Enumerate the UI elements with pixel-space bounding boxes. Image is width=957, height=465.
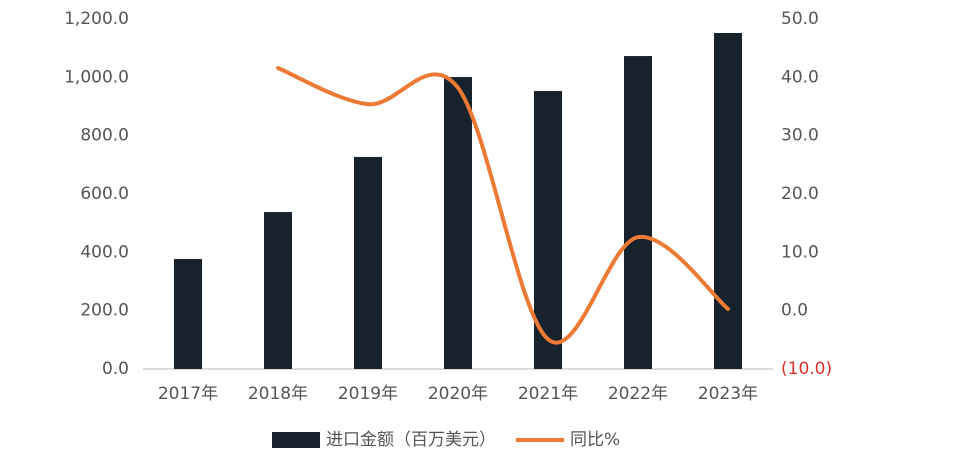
line [276,66,730,345]
bar [174,259,202,369]
bar [354,156,382,369]
x-tick-label: 2017年 [158,384,218,404]
x-tick-label: 2022年 [608,384,668,404]
y2-tick-label: (10.0) [781,359,832,379]
y-tick-label: 1,000.0 [64,67,129,87]
x-tick-label: 2018年 [248,384,308,404]
bar [624,56,652,370]
y2-tick-label: 0.0 [781,301,808,321]
x-tick-label: 2020年 [428,384,488,404]
legend-swatch [272,432,320,448]
y-tick-label: 0.0 [102,359,129,379]
legend-label: 同比% [570,430,620,450]
bar [264,212,292,369]
bar [444,77,472,370]
y2-tick-label: 10.0 [781,242,819,262]
x-tick-label: 2023年 [698,384,758,404]
y2-tick-label: 20.0 [781,184,819,204]
y2-tick-label: 30.0 [781,126,819,146]
y2-tick-label: 40.0 [781,67,819,87]
y-tick-label: 400.0 [80,242,129,262]
x-tick-label: 2021年 [518,384,578,404]
y-tick-label: 1,200.0 [64,9,129,29]
y-tick-label: 200.0 [80,301,129,321]
legend-label: 进口金额（百万美元） [326,430,496,450]
y-tick-label: 800.0 [80,126,129,146]
y-tick-label: 600.0 [80,184,129,204]
x-tick-label: 2019年 [338,384,398,404]
y2-tick-label: 50.0 [781,9,819,29]
bar [714,33,742,369]
